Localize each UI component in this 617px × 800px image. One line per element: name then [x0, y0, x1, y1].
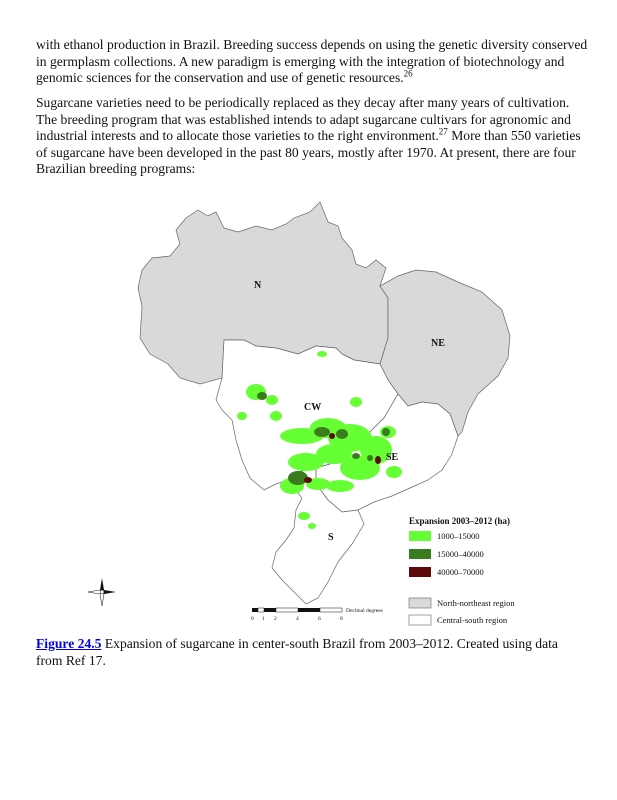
legend-label-north-northeast: North-northeast region	[437, 598, 515, 608]
scale-tick-0: 0	[251, 616, 254, 622]
expansion-class-40000-70000	[304, 433, 381, 483]
legend-swatch-3	[409, 567, 431, 577]
figure-caption: Figure 24.5 Expansion of sugarcane in ce…	[36, 636, 581, 669]
legend-swatch-central-south	[408, 614, 432, 626]
paragraph-2-text-b: More than 550 varieties of sugarcane hav…	[36, 128, 581, 177]
reference-superscript: 26	[403, 68, 413, 79]
scale-tick-2: 2	[274, 616, 277, 622]
region-label-ne: NE	[431, 338, 445, 349]
figure-caption-text: Expansion of sugarcane in center-south B…	[36, 636, 558, 668]
legend-label-3: 40000–70000	[437, 567, 484, 577]
region-south	[271, 467, 365, 605]
figure-link[interactable]: Figure 24.5	[36, 636, 102, 651]
paragraph-1: with ethanol production in Brazil. Breed…	[36, 37, 588, 87]
legend-swatch-north-northeast	[408, 597, 432, 609]
region-label-cw: CW	[304, 402, 321, 413]
legend-label-1: 1000–15000	[437, 531, 480, 541]
reference-superscript: 27	[438, 126, 448, 137]
legend-swatch-1	[409, 531, 431, 541]
paragraph-2: Sugarcane varieties need to be periodica…	[36, 95, 588, 178]
scale-unit: Decimal degrees	[346, 608, 383, 614]
map-legend: Expansion 2003–2012 (ha) 1000–15000 1500…	[408, 516, 515, 626]
compass-rose-icon	[87, 578, 116, 607]
scale-tick-4: 4	[296, 616, 299, 622]
scale-bar: 0 1 2 4 6 8 Decimal degrees	[251, 607, 383, 622]
brazil-sugarcane-map: N NE CW SE S Expansion 2003–2012 (ha) 10…	[80, 188, 540, 628]
region-label-se: SE	[386, 452, 399, 463]
legend-label-central-south: Central-south region	[437, 615, 508, 625]
legend-title: Expansion 2003–2012 (ha)	[409, 516, 510, 526]
scale-tick-6: 6	[318, 616, 321, 622]
scale-tick-8: 8	[340, 616, 343, 622]
legend-swatch-2	[409, 549, 431, 559]
region-label-s: S	[328, 532, 334, 543]
paragraph-1-text: with ethanol production in Brazil. Breed…	[36, 37, 588, 86]
region-label-n: N	[254, 280, 262, 291]
paragraph-2-text-a: Sugarcane varieties need to be periodica…	[36, 95, 571, 144]
scale-tick-1: 1	[262, 616, 265, 622]
expansion-class-15000-40000	[257, 392, 390, 485]
legend-label-2: 15000–40000	[437, 549, 484, 559]
